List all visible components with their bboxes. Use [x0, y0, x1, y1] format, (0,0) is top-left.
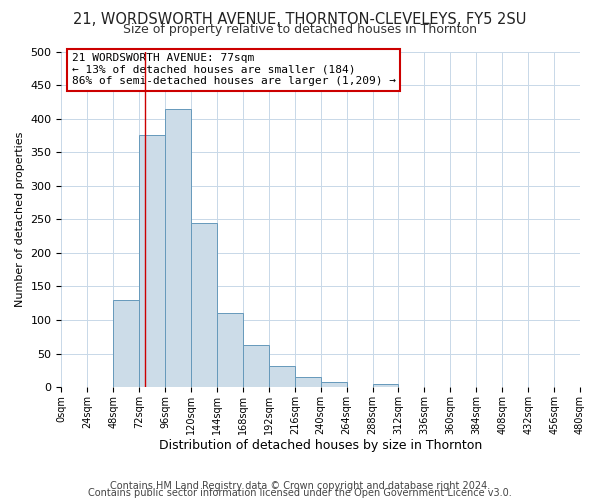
Bar	[165, 108, 191, 387]
Bar	[113, 300, 139, 387]
Bar	[139, 136, 165, 387]
Bar	[295, 377, 321, 387]
Bar	[373, 384, 398, 387]
Y-axis label: Number of detached properties: Number of detached properties	[15, 132, 25, 307]
Text: Contains public sector information licensed under the Open Government Licence v3: Contains public sector information licen…	[88, 488, 512, 498]
Bar	[191, 222, 217, 387]
Bar	[243, 345, 269, 387]
Text: Size of property relative to detached houses in Thornton: Size of property relative to detached ho…	[123, 24, 477, 36]
Bar	[217, 313, 243, 387]
X-axis label: Distribution of detached houses by size in Thornton: Distribution of detached houses by size …	[159, 440, 482, 452]
Text: Contains HM Land Registry data © Crown copyright and database right 2024.: Contains HM Land Registry data © Crown c…	[110, 481, 490, 491]
Text: 21 WORDSWORTH AVENUE: 77sqm
← 13% of detached houses are smaller (184)
86% of se: 21 WORDSWORTH AVENUE: 77sqm ← 13% of det…	[72, 53, 396, 86]
Bar	[321, 382, 347, 387]
Text: 21, WORDSWORTH AVENUE, THORNTON-CLEVELEYS, FY5 2SU: 21, WORDSWORTH AVENUE, THORNTON-CLEVELEY…	[73, 12, 527, 28]
Bar	[269, 366, 295, 387]
